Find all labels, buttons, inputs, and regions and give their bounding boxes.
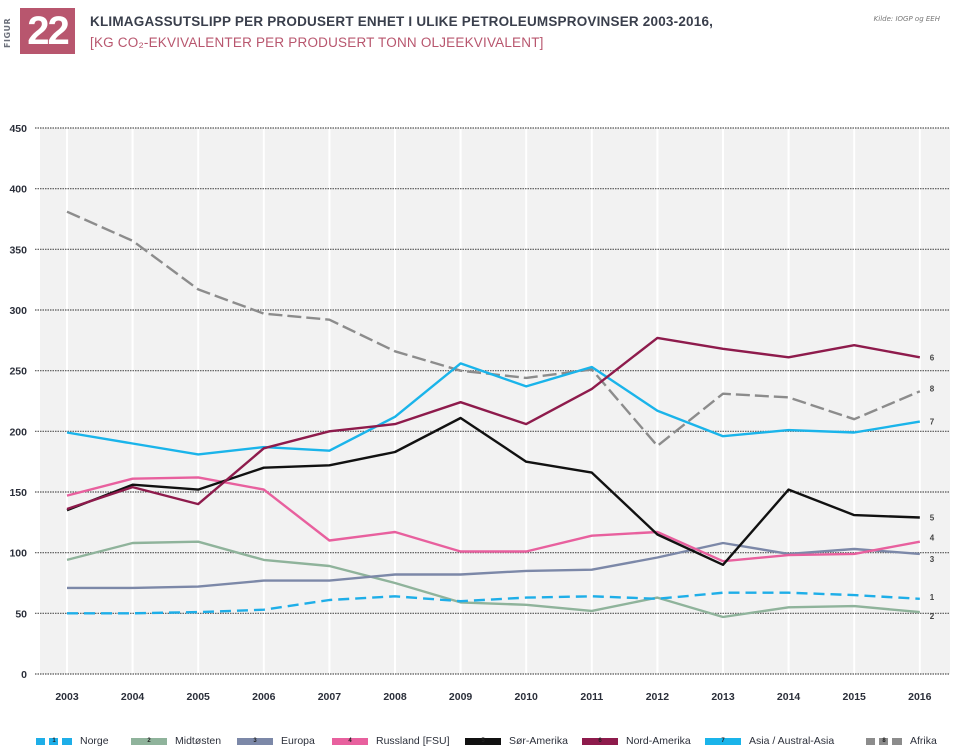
series-end-label: 3 bbox=[930, 555, 935, 564]
legend-item: 1 Norge bbox=[36, 731, 109, 751]
legend-item: 7 Asia / Austral-Asia bbox=[705, 731, 834, 751]
legend-swatch-number: 5 bbox=[481, 737, 485, 744]
x-tick-label: 2010 bbox=[515, 691, 539, 703]
series-end-label: 7 bbox=[930, 418, 935, 427]
x-tick-label: 2012 bbox=[646, 691, 670, 703]
y-tick-label: 300 bbox=[9, 305, 27, 317]
series-end-labels: 1 2 3 4 5 6 7 8 bbox=[930, 353, 935, 621]
line-chart: 0 50 100 150 200 250 300 350 400 450 2003 2004 2005… bbox=[9, 123, 950, 703]
series-line-nord-amerika bbox=[66, 336, 921, 511]
plot-area bbox=[40, 128, 950, 674]
y-tick-label: 200 bbox=[9, 426, 27, 438]
legend-swatch: 6 bbox=[582, 737, 618, 745]
y-axis-ticks: 0 50 100 150 200 250 300 350 400 450 bbox=[9, 123, 27, 681]
x-tick-label: 2003 bbox=[55, 691, 79, 703]
y-tick-label: 150 bbox=[9, 487, 27, 499]
legend-label: Norge bbox=[80, 735, 109, 747]
legend-label: Europa bbox=[281, 735, 315, 747]
legend-label: Midtøsten bbox=[175, 735, 222, 747]
legend-label: Nord-Amerika bbox=[626, 735, 691, 747]
x-tick-label: 2014 bbox=[777, 691, 801, 703]
legend-swatch-number: 6 bbox=[598, 737, 602, 744]
legend-swatch-number: 1 bbox=[52, 737, 56, 744]
series-lines bbox=[66, 210, 921, 619]
legend-label: Russland [FSU] bbox=[376, 735, 450, 747]
figure-number-badge: 22 bbox=[20, 8, 75, 54]
x-tick-label: 2013 bbox=[711, 691, 735, 703]
chart-title: KLIMAGASSUTSLIPP PER PRODUSERT ENHET I U… bbox=[90, 14, 714, 29]
legend-swatch: 5 bbox=[465, 737, 501, 745]
x-tick-label: 2007 bbox=[318, 691, 342, 703]
y-tick-label: 50 bbox=[15, 608, 27, 620]
x-tick-label: 2004 bbox=[121, 691, 145, 703]
series-line-asia-austral-asia bbox=[66, 362, 920, 456]
x-tick-label: 2006 bbox=[252, 691, 276, 703]
legend-swatch-number: 4 bbox=[348, 737, 352, 744]
x-tick-label: 2008 bbox=[383, 691, 407, 703]
legend-item: 8 Afrika bbox=[866, 731, 937, 751]
x-tick-label: 2009 bbox=[449, 691, 473, 703]
legend-label: Afrika bbox=[910, 735, 937, 747]
x-tick-label: 2015 bbox=[843, 691, 867, 703]
legend-swatch: 3 bbox=[237, 737, 273, 745]
legend-label: Sør-Amerika bbox=[509, 735, 568, 747]
series-end-label: 1 bbox=[930, 593, 935, 602]
x-tick-label: 2005 bbox=[187, 691, 211, 703]
x-axis-ticks: 2003 2004 2005 2006 2007 2008 2009 2010 2011 2012… bbox=[55, 691, 931, 703]
legend-item: 3 Europa bbox=[237, 731, 315, 751]
chart-subtitle: [KG CO₂-EKVIVALENTER PER PRODUSERT TONN … bbox=[90, 35, 544, 50]
legend-swatch: 2 bbox=[131, 737, 167, 745]
y-tick-label: 100 bbox=[9, 548, 27, 560]
x-tick-label: 2011 bbox=[580, 691, 603, 703]
legend-swatch: 4 bbox=[332, 737, 368, 745]
legend-swatch-number: 7 bbox=[721, 737, 725, 744]
series-end-label: 6 bbox=[930, 353, 935, 362]
legend-swatch-number: 3 bbox=[253, 737, 257, 744]
x-tick-label: 2016 bbox=[908, 691, 932, 703]
series-end-label: 5 bbox=[930, 513, 935, 522]
series-line-europa bbox=[67, 541, 920, 590]
series-line-midt-sten bbox=[66, 540, 920, 619]
series-end-label: 8 bbox=[930, 384, 935, 393]
series-line-russland-fsu- bbox=[66, 476, 921, 563]
y-tick-label: 350 bbox=[9, 244, 27, 256]
legend-item: 4 Russland [FSU] bbox=[332, 731, 450, 751]
y-tick-label: 250 bbox=[9, 366, 27, 378]
legend-swatch: 8 bbox=[866, 737, 902, 745]
series-end-label: 4 bbox=[930, 534, 935, 543]
series-line-norge bbox=[67, 591, 920, 615]
legend-item: 2 Midtøsten bbox=[131, 731, 221, 751]
legend-swatch-number: 8 bbox=[882, 737, 886, 744]
legend-item: 6 Nord-Amerika bbox=[582, 731, 691, 751]
vertical-gridlines bbox=[66, 128, 921, 674]
legend-item: 5 Sør-Amerika bbox=[465, 731, 568, 751]
y-tick-label: 0 bbox=[21, 669, 27, 681]
legend-swatch-number: 2 bbox=[147, 737, 151, 744]
legend-swatch: 1 bbox=[36, 737, 72, 745]
legend-label: Asia / Austral-Asia bbox=[749, 735, 835, 747]
legend-swatch: 7 bbox=[705, 737, 741, 745]
y-tick-label: 400 bbox=[9, 184, 27, 196]
series-line-s-r-amerika bbox=[66, 416, 920, 566]
series-end-label: 2 bbox=[930, 612, 935, 621]
plot-background bbox=[40, 128, 950, 674]
y-tick-label: 450 bbox=[9, 123, 27, 135]
legend: 1 Norge 2 Midtøsten 3 Europa 4 Russland [FSU] 5 S… bbox=[0, 731, 960, 751]
source-note: Kilde: IOGP og EEH bbox=[873, 15, 940, 23]
